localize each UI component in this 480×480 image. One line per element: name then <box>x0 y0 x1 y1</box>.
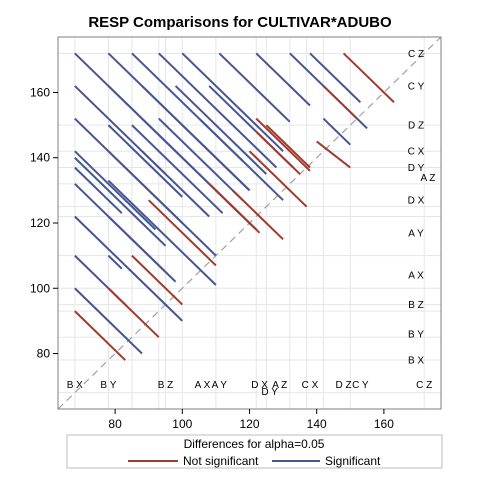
not-significant-segment-24 <box>316 140 351 169</box>
significant-segment-19 <box>158 117 244 201</box>
y-tick-label-4: 160 <box>30 85 50 99</box>
significant-segment-31 <box>74 166 123 214</box>
significant-segment-36 <box>107 179 217 286</box>
significant-segment-39 <box>107 215 167 273</box>
x-level-label-5: D X <box>251 380 268 391</box>
not-significant-segment-45 <box>74 310 126 361</box>
y-level-labels: C Z C Y D Z C X D YA Z D X A Y A X B Z B Y B X <box>408 49 436 367</box>
significant-segment-5 <box>218 52 291 123</box>
legend-title: Differences for alpha=0.05 <box>184 437 325 451</box>
significant-segment-8 <box>309 52 362 103</box>
not-significant-segment-34 <box>232 189 284 241</box>
not-significant-segment-22 <box>265 124 311 169</box>
significant-segment-6 <box>255 52 311 107</box>
x-level-label-8: C X <box>302 380 319 391</box>
not-significant-segment-35 <box>215 189 261 234</box>
y-level-label-2: D Z <box>408 121 424 132</box>
not-significant-segment-40 <box>131 254 184 306</box>
y-tick-label-3: 140 <box>30 151 50 165</box>
significant-segment-13 <box>141 85 251 192</box>
legend-label-significant: Significant <box>325 454 381 468</box>
y-level-label-9: B Z <box>408 300 424 311</box>
significant-segment-17 <box>107 124 184 198</box>
x-level-label-3: A X <box>195 380 211 391</box>
chart-title: RESP Comparisons for CULTIVAR*ADUBO <box>88 14 392 31</box>
significant-segment-28 <box>107 150 184 224</box>
x-level-label-0: B X <box>67 380 83 391</box>
significant-segment-38 <box>74 215 184 322</box>
not-significant-segment-37 <box>148 199 217 267</box>
y-level-label-1: C Y <box>408 81 425 92</box>
y-tick-label-2: 120 <box>30 216 50 230</box>
x-level-label-7: D Y <box>261 387 278 398</box>
significant-segment-23 <box>322 117 351 146</box>
significant-segment-27 <box>74 150 157 231</box>
not-significant-segment-44 <box>107 287 160 338</box>
comparison-segments <box>74 52 395 361</box>
x-axis-ticks: 80 100 120 140 160 <box>108 409 394 431</box>
significant-segment-3 <box>158 52 278 169</box>
legend: Differences for alpha=0.05 Not significa… <box>66 434 443 469</box>
legend-label-not-significant: Not significant <box>183 454 259 468</box>
y-level-label-11: B X <box>408 356 424 367</box>
not-significant-segment-26 <box>248 150 308 208</box>
significant-segment-43 <box>74 287 143 355</box>
x-level-label-10: C Y <box>352 380 369 391</box>
x-tick-label-3: 140 <box>307 417 327 431</box>
x-level-label-9: D Z <box>336 380 352 391</box>
y-level-label-10: B Y <box>408 329 424 340</box>
not-significant-segment-25 <box>255 130 301 175</box>
y-level-label-6: D X <box>408 196 425 207</box>
x-level-label-2: B Z <box>158 380 174 391</box>
significant-segment-42 <box>107 254 123 270</box>
not-significant-segment-10 <box>322 85 358 120</box>
significant-segment-20 <box>198 117 284 201</box>
not-significant-segment-9 <box>342 52 395 103</box>
x-level-label-4: A Y <box>212 380 228 391</box>
significant-segment-4 <box>181 52 284 152</box>
y-tick-label-0: 80 <box>37 347 51 361</box>
legend-box <box>66 434 443 469</box>
y-tick-label-1: 100 <box>30 281 50 295</box>
x-tick-label-4: 160 <box>374 417 394 431</box>
y-level-label-4: D Y <box>408 163 425 174</box>
significant-segment-30 <box>74 157 167 247</box>
not-significant-segment-21 <box>255 117 311 172</box>
significant-segment-18 <box>131 124 224 214</box>
y-level-label-8: A X <box>408 271 424 282</box>
y-level-label-5: A Z <box>420 173 435 184</box>
y-level-label-3: C X <box>408 147 425 158</box>
y-level-label-0: C Z <box>408 49 424 60</box>
x-level-label-11: C Z <box>416 380 432 391</box>
x-tick-label-0: 80 <box>108 417 122 431</box>
x-tick-label-1: 100 <box>172 417 192 431</box>
y-axis-ticks: 80 100 120 140 160 <box>30 85 58 361</box>
x-level-label-6: A Z <box>272 380 287 391</box>
significant-segment-14 <box>174 85 267 175</box>
significant-segment-29 <box>141 150 210 218</box>
y-level-label-7: A Y <box>408 228 424 239</box>
x-level-label-1: B Y <box>100 380 116 391</box>
x-tick-label-2: 120 <box>239 417 259 431</box>
